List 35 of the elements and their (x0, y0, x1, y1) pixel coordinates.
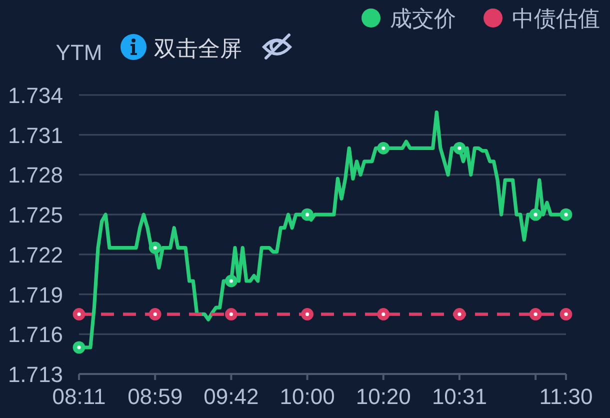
point (560, 308, 572, 320)
point (72, 308, 86, 320)
point (529, 208, 542, 221)
y-tick-label: 1.725 (8, 202, 63, 228)
legend-label: 成交价 (390, 6, 456, 30)
x-tick-label: 09:42 (204, 384, 259, 409)
x-tick-label: 10:31 (432, 384, 487, 409)
point (301, 308, 314, 320)
x-tick-label: 08:11 (52, 384, 106, 409)
point (560, 208, 572, 221)
x-tick-label: 10:00 (280, 384, 335, 409)
point (453, 142, 466, 154)
y-tick-label: 1.722 (8, 242, 63, 267)
point (453, 308, 466, 320)
y-tick-label: 1.731 (8, 122, 63, 148)
point (72, 341, 86, 354)
x-tick-label: 10:20 (356, 384, 411, 409)
point (224, 274, 238, 288)
point (148, 242, 162, 254)
point (529, 308, 542, 320)
text: 双击全屏 (154, 36, 242, 61)
point (377, 308, 390, 320)
point (377, 142, 390, 154)
x-tick-label: 11:30 (539, 384, 593, 409)
point (224, 308, 238, 320)
y-tick-label: 1.713 (8, 362, 63, 386)
point (301, 208, 314, 221)
y-tick-label: 1.728 (8, 162, 63, 188)
y-tick-label: 1.716 (8, 322, 63, 347)
legend-label: 中债估值 (512, 6, 600, 30)
y-axis-title: YTM (56, 40, 102, 65)
y-tick-label: 1.734 (8, 82, 63, 108)
y-tick-label: 1.719 (8, 282, 63, 307)
x-tick-label: 08:59 (128, 384, 183, 409)
point (148, 308, 162, 320)
